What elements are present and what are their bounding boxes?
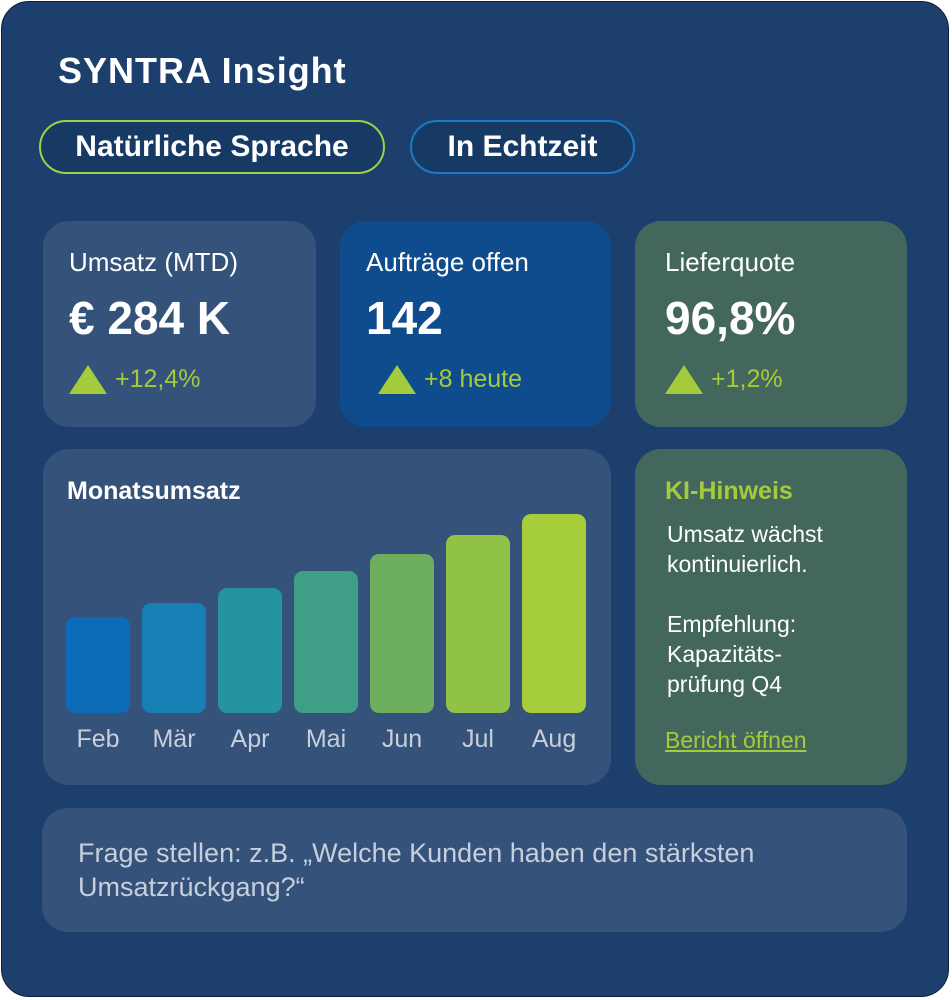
kpi-label: Aufträge offen	[366, 247, 529, 277]
x-tick-label: Feb	[76, 725, 119, 753]
kpi-value: 142	[366, 292, 443, 344]
open-report-link[interactable]: Bericht öffnen	[665, 727, 807, 753]
kpi-delta-text: +8 heute	[424, 365, 523, 393]
bar-chart-svg: Feb Mär Apr Mai Jun Jul Aug	[66, 514, 586, 753]
question-placeholder: Frage stellen: z.B. „Welche Kunden haben…	[78, 838, 755, 902]
monthly-revenue-chart: Monatsumsatz Feb Mär Apr Mai Jun Jul Aug	[43, 449, 611, 785]
bar-mär	[142, 603, 206, 713]
ai-hint-card: KI-Hinweis Umsatz wächst kontinuierlich.…	[635, 449, 907, 785]
kpi-value: 96,8%	[665, 292, 796, 344]
ai-hint-title: KI-Hinweis	[665, 477, 793, 505]
bar-feb	[66, 617, 130, 713]
kpi-delta-text: +1,2%	[711, 365, 783, 393]
kpi-label: Umsatz (MTD)	[69, 247, 238, 277]
bar-mai	[294, 571, 358, 713]
natural-language-button[interactable]: Natürliche Sprache	[39, 120, 385, 174]
x-tick-label: Jul	[462, 725, 494, 753]
x-tick-label: Mai	[306, 725, 346, 753]
ai-hint-recommendation: Empfehlung: Kapazitäts- prüfung Q4	[667, 611, 797, 697]
bar-apr	[218, 588, 282, 713]
app-title: SYNTRA Insight	[58, 50, 347, 91]
chart-title: Monatsumsatz	[67, 477, 241, 505]
kpi-value: € 284 K	[69, 292, 231, 344]
x-tick-label: Jun	[382, 725, 422, 753]
x-tick-label: Aug	[532, 725, 576, 753]
x-tick-label: Mär	[152, 725, 195, 753]
realtime-button[interactable]: In Echtzeit	[410, 120, 635, 174]
kpi-delta: +8 heute	[378, 365, 522, 394]
trend-up-icon	[69, 365, 107, 394]
kpi-card-open-orders: Aufträge offen 142 +8 heute	[340, 221, 611, 427]
kpi-label: Lieferquote	[665, 247, 796, 277]
kpi-delta: +1,2%	[665, 365, 783, 394]
bar-jul	[446, 535, 510, 713]
x-tick-label: Apr	[231, 725, 270, 753]
kpi-card-delivery-rate: Lieferquote 96,8% +1,2%	[635, 221, 907, 427]
question-input[interactable]: Frage stellen: z.B. „Welche Kunden haben…	[42, 808, 907, 932]
bar-jun	[370, 554, 434, 713]
kpi-card-revenue: Umsatz (MTD) € 284 K +12,4%	[43, 221, 316, 427]
kpi-delta: +12,4%	[69, 365, 201, 394]
trend-up-icon	[665, 365, 703, 394]
kpi-delta-text: +12,4%	[115, 365, 201, 393]
trend-up-icon	[378, 365, 416, 394]
ai-hint-insight: Umsatz wächst kontinuierlich.	[667, 521, 823, 577]
bar-aug	[522, 514, 586, 713]
